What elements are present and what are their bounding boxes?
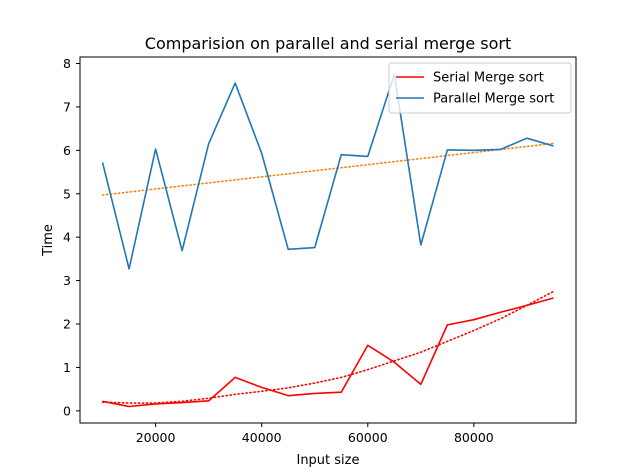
trend-line-2: [101, 290, 555, 404]
y-tick-label-0: 0: [63, 403, 71, 418]
x-tick-label-3: 80000: [454, 430, 494, 445]
plot-frame: [79, 56, 577, 424]
legend-box: [388, 62, 572, 114]
chart-title: Comparision on parallel and serial merge…: [145, 34, 511, 53]
y-tick-label-6: 6: [63, 143, 71, 158]
y-tick-label-5: 5: [63, 186, 71, 201]
legend: Serial Merge sort Parallel Merge sort: [388, 62, 572, 114]
y-tick-label-8: 8: [63, 56, 71, 71]
plot-layer: [101, 73, 555, 408]
y-tick-label-7: 7: [63, 99, 71, 114]
trend-line-3: [101, 142, 555, 196]
x-tick-label-2: 60000: [348, 430, 388, 445]
series-line-0: [102, 297, 554, 408]
x-axis-label: Input size: [296, 453, 359, 468]
y-tick-label-4: 4: [63, 230, 71, 245]
y-axis-label: Time: [41, 224, 56, 257]
legend-label-0: Serial Merge sort: [433, 71, 544, 86]
x-tick-label-1: 40000: [242, 430, 282, 445]
y-tick-label-1: 1: [63, 360, 71, 375]
ticks-layer: 20000 40000 60000 80000 0 1 2 3 4 5 6 7 8: [63, 56, 494, 445]
x-tick-label-0: 20000: [136, 430, 176, 445]
series-line-1: [101, 73, 554, 270]
legend-label-1: Parallel Merge sort: [433, 92, 554, 107]
y-tick-label-2: 2: [63, 317, 71, 332]
y-tick-label-3: 3: [63, 273, 71, 288]
